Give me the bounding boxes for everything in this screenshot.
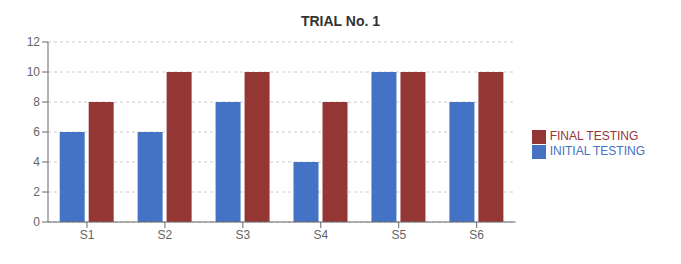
svg-text:0: 0	[33, 215, 40, 229]
svg-text:S1: S1	[80, 228, 95, 242]
svg-text:6: 6	[33, 125, 40, 139]
html-text:TRIAL No. 1: TRIAL No. 1	[301, 13, 380, 29]
svg-text:S4: S4	[313, 228, 328, 242]
svg-text:S2: S2	[158, 228, 173, 242]
svg-text:S5: S5	[391, 228, 406, 242]
svg-text:8: 8	[33, 95, 40, 109]
html-text:FINAL TESTING: FINAL TESTING	[549, 129, 639, 144]
svg-text:12: 12	[27, 35, 41, 49]
svg-text:10: 10	[27, 65, 41, 79]
svg-text:S3: S3	[236, 228, 251, 242]
svg-text:2: 2	[33, 185, 40, 199]
html-text:INITIAL TESTING: INITIAL TESTING	[549, 144, 645, 158]
svg-text:4: 4	[33, 155, 40, 169]
svg-text:S6: S6	[469, 228, 484, 242]
